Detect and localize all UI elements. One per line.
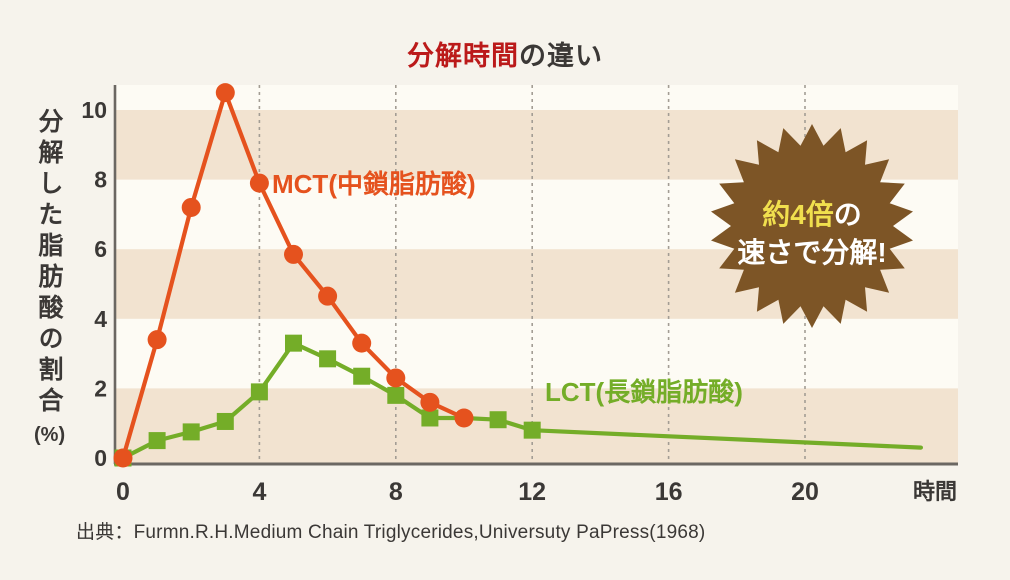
badge-text-line1: 約4倍の <box>762 198 862 230</box>
mct-data-point <box>147 330 167 350</box>
x-tick-label: 20 <box>791 478 819 506</box>
y-tick-label: 6 <box>94 236 107 262</box>
starburst-badge <box>711 124 913 328</box>
y-tick-label: 8 <box>94 167 107 193</box>
lct-data-point <box>353 367 371 385</box>
x-tick-label: 4 <box>252 478 266 506</box>
x-tick-label: 12 <box>518 478 546 506</box>
title-highlight: 分解時間 <box>407 41 519 71</box>
lct-data-point <box>421 409 439 427</box>
x-tick-label: 0 <box>116 478 130 506</box>
lct-data-point <box>523 421 541 439</box>
mct-data-point <box>454 408 474 428</box>
page-title: 分解時間の違い <box>0 34 1010 73</box>
y-tick-label: 0 <box>94 445 107 471</box>
x-tick-label: 16 <box>655 478 683 506</box>
lct-data-point <box>319 350 337 368</box>
lct-data-point <box>216 412 234 430</box>
mct-data-point <box>113 448 133 468</box>
mct-data-point <box>215 83 235 103</box>
mct-data-point <box>284 244 303 264</box>
mct-series-label: MCT(中鎖脂肪酸) <box>272 169 476 199</box>
mct-data-point <box>318 286 338 306</box>
x-axis-unit-label: 時間 <box>913 479 957 504</box>
x-tick-label: 8 <box>389 478 403 506</box>
lct-data-point <box>148 432 166 450</box>
mct-data-point <box>181 197 201 217</box>
lct-data-point <box>285 334 302 352</box>
lct-data-point <box>489 411 507 429</box>
title-suffix: の違い <box>519 41 603 71</box>
mct-data-point <box>386 368 406 388</box>
source-citation: 出典：Furmn.R.H.Medium Chain Triglycerides,… <box>76 522 706 543</box>
mct-data-point <box>249 173 269 193</box>
lct-data-point <box>250 383 268 401</box>
y-tick-label: 2 <box>94 375 107 401</box>
lct-series-label: LCT(長鎖脂肪酸) <box>545 377 743 407</box>
mct-data-point <box>420 392 440 412</box>
mct-data-point <box>352 333 372 353</box>
y-tick-label: 10 <box>81 97 107 123</box>
badge-text-line2: 速さで分解! <box>737 237 886 268</box>
lct-data-point <box>182 423 200 441</box>
y-axis-title: 分解した脂肪酸の割合 <box>35 108 63 418</box>
lct-data-point <box>387 386 405 404</box>
y-tick-label: 4 <box>94 306 107 332</box>
y-axis-unit: (%) <box>34 424 66 446</box>
